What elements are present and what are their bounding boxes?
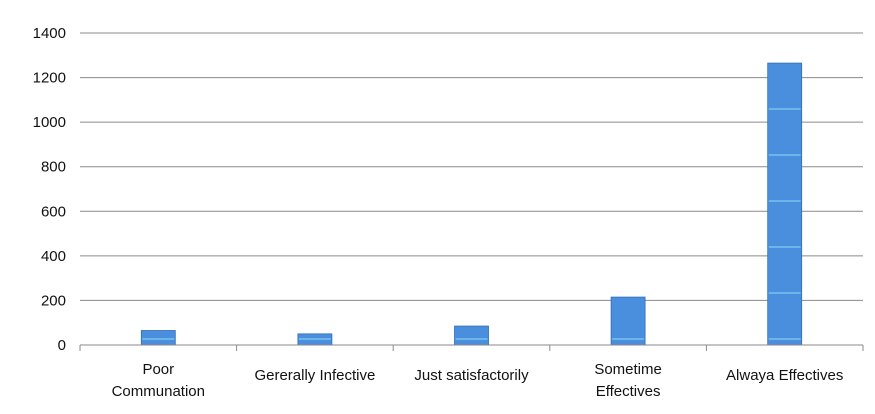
y-tick-label: 1200: [33, 70, 66, 87]
y-tick-label: 1400: [33, 25, 66, 42]
bar-rect: [140, 330, 176, 346]
bar: [297, 333, 333, 346]
bar: [610, 296, 646, 346]
y-axis-tick-labels: 0 200 400 600 800 1000 1200 1400: [33, 25, 66, 354]
gridlines: [80, 32, 863, 301]
bar: [767, 62, 803, 346]
y-tick-label: 1000: [33, 114, 66, 131]
x-axis: [79, 344, 864, 351]
y-tick-label: 0: [58, 337, 66, 354]
y-tick-label: 400: [41, 248, 66, 265]
y-tick-label: 600: [41, 203, 66, 220]
x-category-label: Alwaya Effectives: [726, 367, 843, 384]
x-category-label: Gererally Infective: [254, 367, 375, 384]
bar-rect: [610, 296, 646, 346]
x-category-label: Just satisfactorily: [414, 367, 529, 384]
bar-rect: [767, 62, 803, 346]
y-tick-label: 800: [41, 159, 66, 176]
x-category-label: Sometime Effectives: [594, 361, 662, 400]
x-axis-category-labels: Poor Communation Gererally Infective Just s…: [112, 361, 844, 400]
bars: [140, 62, 803, 346]
y-tick-label: 200: [41, 292, 66, 309]
bar: [454, 325, 489, 346]
bar-rect: [454, 325, 489, 346]
bar: [140, 330, 176, 346]
x-category-label: Poor Communation: [112, 361, 205, 400]
